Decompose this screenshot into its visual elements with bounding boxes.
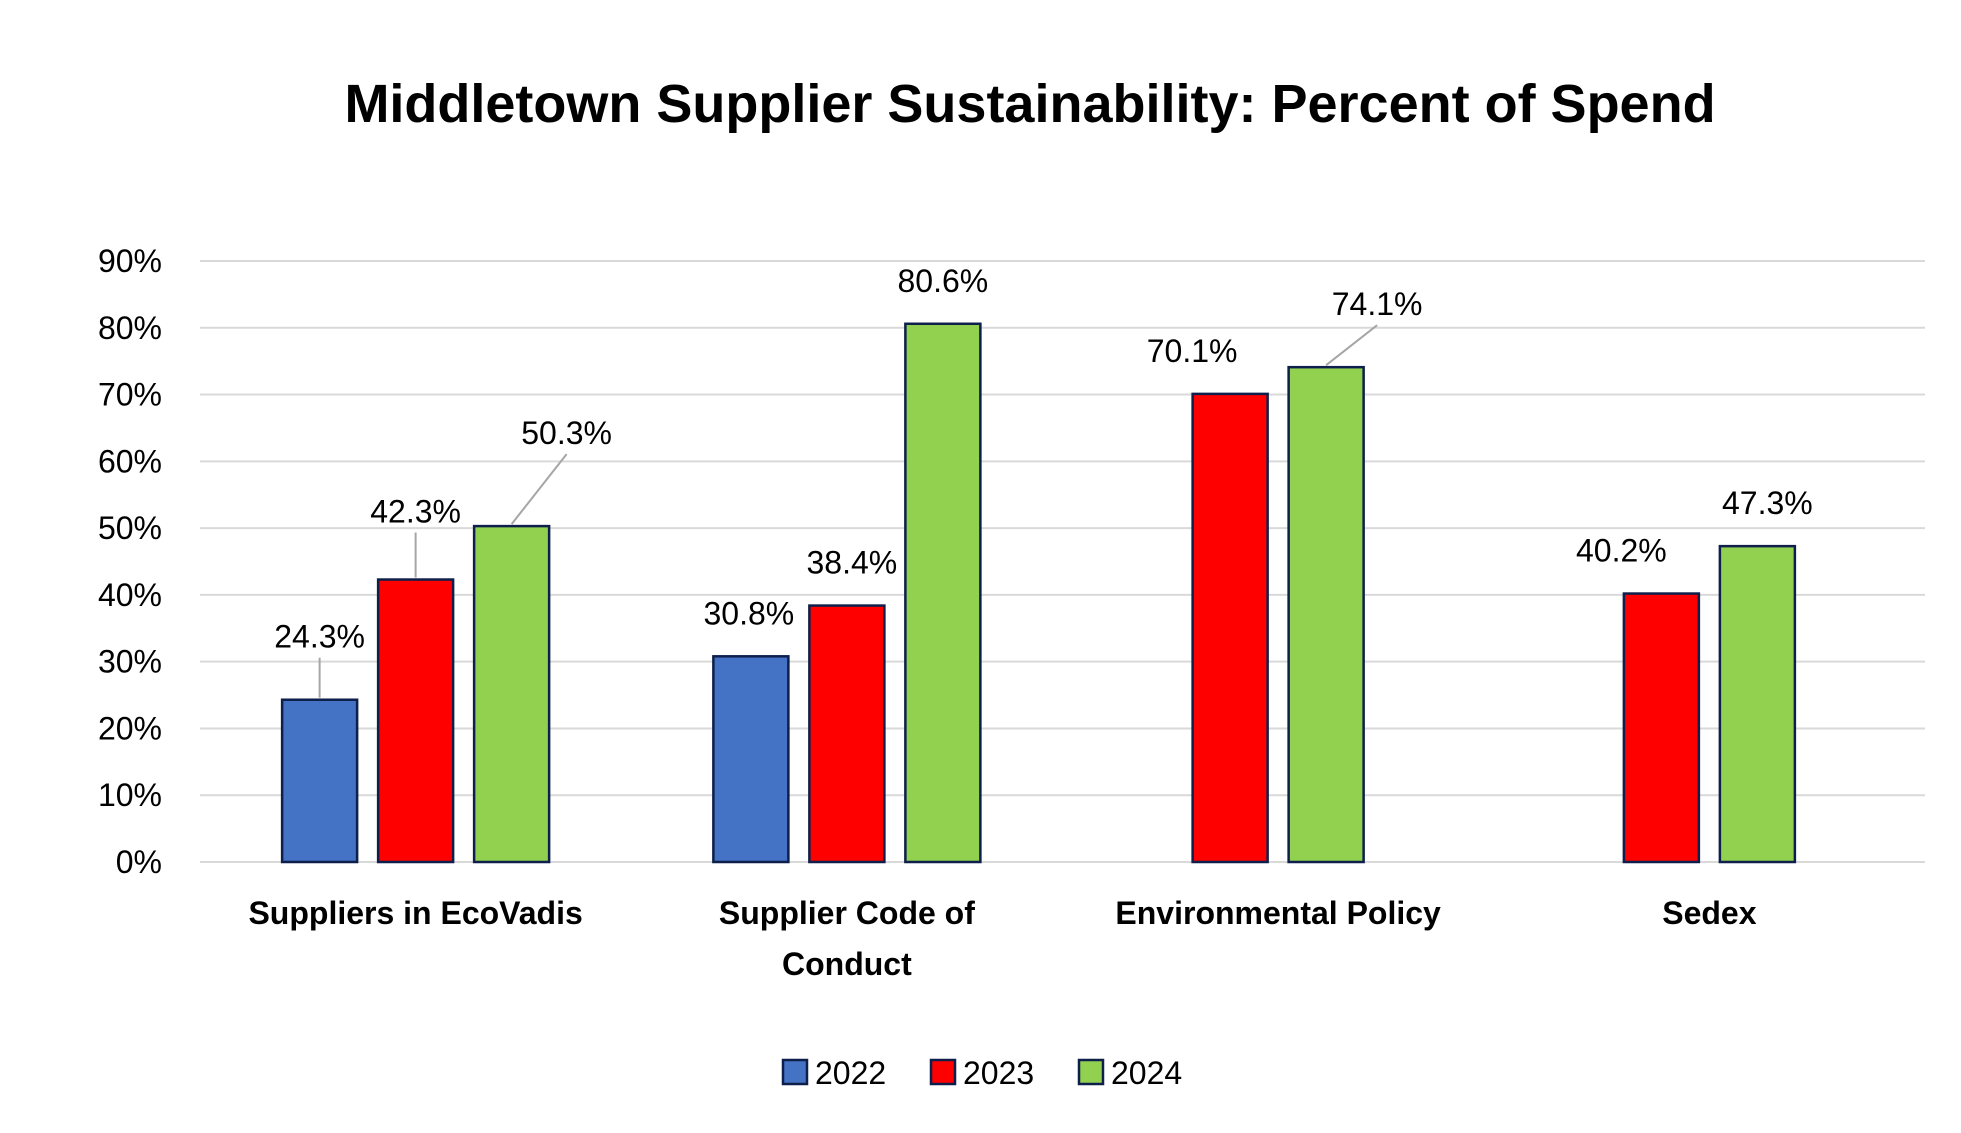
bar-2023-cat2 (808, 604, 886, 864)
data-label: 40.2% (1576, 533, 1667, 569)
bar-2023-cat3 (1191, 392, 1269, 864)
y-tick-label: 40% (98, 577, 162, 613)
y-tick-label: 50% (98, 510, 162, 546)
y-tick-label: 20% (98, 710, 162, 746)
bar-2024-cat1 (472, 524, 551, 864)
category-label-line: Sedex (1662, 895, 1756, 931)
y-tick-label: 70% (98, 377, 162, 413)
chart-title: Middletown Supplier Sustainability: Perc… (344, 74, 1715, 134)
bar-2024-cat4 (1718, 544, 1797, 864)
y-axis-tick-labels: 0% 10% 20% 30% 40% 50% 60% 70% 80% 90% (98, 243, 162, 880)
category-label-line: Supplier Code of (719, 895, 975, 931)
y-tick-label: 90% (98, 243, 162, 279)
legend-swatch-2024 (1077, 1058, 1105, 1086)
data-label: 38.4% (807, 545, 898, 581)
bar-2024-cat2 (904, 322, 982, 864)
category-label: Suppliers in EcoVadis (248, 895, 582, 931)
x-axis-category-labels: Suppliers in EcoVadis Supplier Code of Con… (248, 895, 1756, 982)
legend-label-2022: 2022 (815, 1055, 886, 1091)
y-tick-label: 0% (116, 844, 162, 880)
category-label-line: Suppliers in EcoVadis (248, 895, 582, 931)
data-label: 74.1% (1332, 286, 1423, 322)
y-tick-label: 10% (98, 777, 162, 813)
data-label: 42.3% (370, 494, 461, 530)
leader-line (510, 453, 568, 525)
data-label: 47.3% (1722, 485, 1813, 521)
legend-swatch-2022 (781, 1058, 809, 1086)
legend-swatch-2023 (929, 1058, 957, 1086)
data-label: 50.3% (521, 415, 612, 451)
leader-line (1325, 324, 1378, 366)
bar-2023-cat4 (1622, 592, 1701, 864)
data-label: 80.6% (898, 263, 989, 299)
bar-2022-cat1 (280, 698, 359, 864)
data-labels: 24.3% 42.3% 50.3% 30.8% 38.4% 80.6% 70.1% 74.1%… (274, 263, 1812, 655)
data-label: 24.3% (274, 619, 365, 655)
legend-label-2024: 2024 (1111, 1055, 1182, 1091)
y-tick-label: 30% (98, 644, 162, 680)
category-label: Environmental Policy (1115, 895, 1441, 931)
y-tick-label: 80% (98, 310, 162, 346)
data-label-leader-lines (318, 324, 1378, 698)
bars (280, 322, 1797, 864)
bar-2024-cat3 (1287, 365, 1365, 864)
data-label: 70.1% (1147, 333, 1238, 369)
legend-label-2023: 2023 (963, 1055, 1034, 1091)
category-label-line: Conduct (782, 946, 912, 982)
y-tick-label: 60% (98, 443, 162, 479)
data-label: 30.8% (704, 595, 795, 631)
category-label-line: Environmental Policy (1115, 895, 1441, 931)
category-label: Sedex (1662, 895, 1756, 931)
legend: 2022 2023 2024 (781, 1055, 1182, 1091)
bar-2022-cat2 (712, 655, 790, 864)
category-label: Supplier Code of Conduct (719, 895, 975, 982)
bar-2023-cat1 (376, 578, 455, 864)
